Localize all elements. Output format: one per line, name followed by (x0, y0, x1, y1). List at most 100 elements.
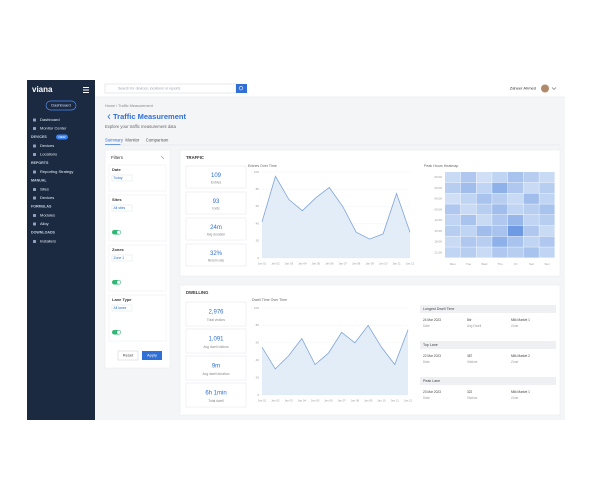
nav-item[interactable]: Devices (40, 195, 54, 200)
chart-title: Entries Over Time (248, 164, 277, 168)
table-section-header (420, 377, 556, 385)
table-sub-cell: Date (423, 360, 430, 364)
toggle-knob (117, 230, 121, 234)
apply-label: Apply (147, 353, 157, 358)
filter-input[interactable] (111, 174, 133, 182)
heatmap-cell (460, 215, 477, 226)
filter-input[interactable] (111, 204, 133, 212)
table-sub-cell: Zone (511, 396, 518, 400)
table-section-title: Top Lane (423, 343, 438, 347)
tab[interactable]: Monitor (125, 138, 140, 143)
back-arrow[interactable] (107, 114, 111, 120)
section-title: FORMULAS (31, 204, 52, 208)
heatmap-cell (539, 172, 555, 183)
y-tick-label: 0 (257, 393, 259, 397)
stat-label: Return rate (208, 258, 225, 262)
stat-label: Avg dwell duration (203, 372, 230, 376)
heatmap-col-label: Fri (514, 262, 518, 266)
heatmap-cell (523, 247, 539, 258)
filter-input[interactable] (111, 254, 133, 262)
heatmap-title: Peak Hours Heatmap (424, 164, 458, 168)
y-tick-label: 60 (256, 341, 260, 345)
stat-box (185, 355, 247, 381)
nav-icon (33, 188, 36, 191)
heatmap-cell (523, 193, 539, 204)
y-tick-label: 40 (256, 358, 260, 362)
area (262, 325, 408, 395)
x-tick-label: Jan 12 (404, 399, 413, 403)
heatmap-cell (476, 193, 492, 204)
heatmap-col-label: Sat (529, 262, 534, 266)
apply-button[interactable] (142, 351, 162, 360)
stat-box (185, 217, 247, 241)
stat-value: 93 (213, 199, 220, 205)
nav-item[interactable]: Locations (40, 152, 57, 157)
nav-item[interactable]: Sites (40, 187, 49, 192)
x-tick-label: Jan 10 (377, 399, 386, 403)
heatmap-col-label: Thu (497, 262, 503, 266)
nav-icon (33, 222, 36, 226)
x-tick-label: Jan 01 (258, 262, 267, 266)
x-tick-label: Jan 01 (258, 399, 267, 403)
heatmap-col-label: Tue (466, 262, 471, 266)
sidebar-button[interactable] (45, 100, 77, 111)
heatmap-cell (492, 204, 508, 215)
heatmap-cell (507, 247, 524, 258)
avatar[interactable] (541, 84, 549, 93)
heatmap-cell (445, 193, 461, 204)
heatmap-cell (539, 204, 555, 215)
heatmap-cell (507, 204, 524, 215)
table-cell: 23 Mar 2023 (423, 390, 441, 394)
table-section-title: Peak Lane (423, 379, 440, 383)
table-sub-cell: Zone (511, 360, 518, 364)
stat-value: 6h 1min (205, 391, 226, 397)
reset-button[interactable] (117, 350, 139, 361)
nav-item[interactable]: Dashboard (40, 117, 60, 122)
x-tick-label: Jan 10 (379, 262, 388, 266)
heatmap-cell (460, 204, 477, 215)
tab[interactable]: Summary (105, 138, 124, 143)
breadcrumb: Home / Traffic Measurement (105, 104, 154, 108)
section-title: DOWNLOADS (31, 230, 56, 234)
heatmap-cell (460, 172, 477, 183)
tab[interactable]: Comparison (146, 138, 169, 143)
nav-icon (33, 144, 36, 148)
y-tick-label: 60 (256, 204, 260, 208)
heatmap-cell (476, 247, 492, 258)
sidebar-button-label: Dashboard (51, 103, 71, 108)
heatmap-cell (539, 236, 555, 247)
stat-box (185, 382, 247, 408)
card-title: DWELLING (186, 290, 208, 295)
heatmap-cell (445, 172, 461, 183)
search-button[interactable] (236, 84, 247, 93)
nav-icon (33, 240, 36, 243)
heatmap-cell (476, 172, 492, 183)
filter-input[interactable] (111, 304, 133, 312)
filter-label: Sites (112, 197, 122, 202)
nav-item[interactable]: Installers (40, 239, 56, 244)
nav-item[interactable]: Alloy (40, 221, 49, 226)
stat-box (185, 191, 247, 215)
heatmap-cell (460, 225, 477, 237)
user-name: Zaheer Ahmed (510, 86, 536, 91)
menu-icon (83, 89, 89, 91)
section-title: REPORTS (31, 161, 49, 165)
x-tick-label: Jan 12 (406, 262, 415, 266)
nav-item[interactable]: Reporting Strategy (40, 169, 73, 174)
toggle-knob (117, 280, 121, 284)
nav-item[interactable]: Monitor Center (40, 126, 67, 131)
y-tick-label: 80 (256, 323, 260, 327)
x-tick-label: Jan 04 (298, 262, 307, 266)
table-sub-cell: Visitors (467, 396, 478, 400)
collapse-icon[interactable] (160, 155, 165, 160)
nav-item[interactable]: Devices (40, 143, 54, 148)
stat-box (185, 328, 247, 354)
heatmap-cell (476, 204, 492, 215)
nav-item[interactable]: Modules (40, 213, 55, 218)
heatmap-cell (476, 215, 492, 226)
stat-label: Total visitors (207, 318, 225, 322)
nav-icon (33, 153, 36, 156)
heatmap-cell (539, 193, 555, 204)
filter-label: Zones (112, 247, 125, 252)
